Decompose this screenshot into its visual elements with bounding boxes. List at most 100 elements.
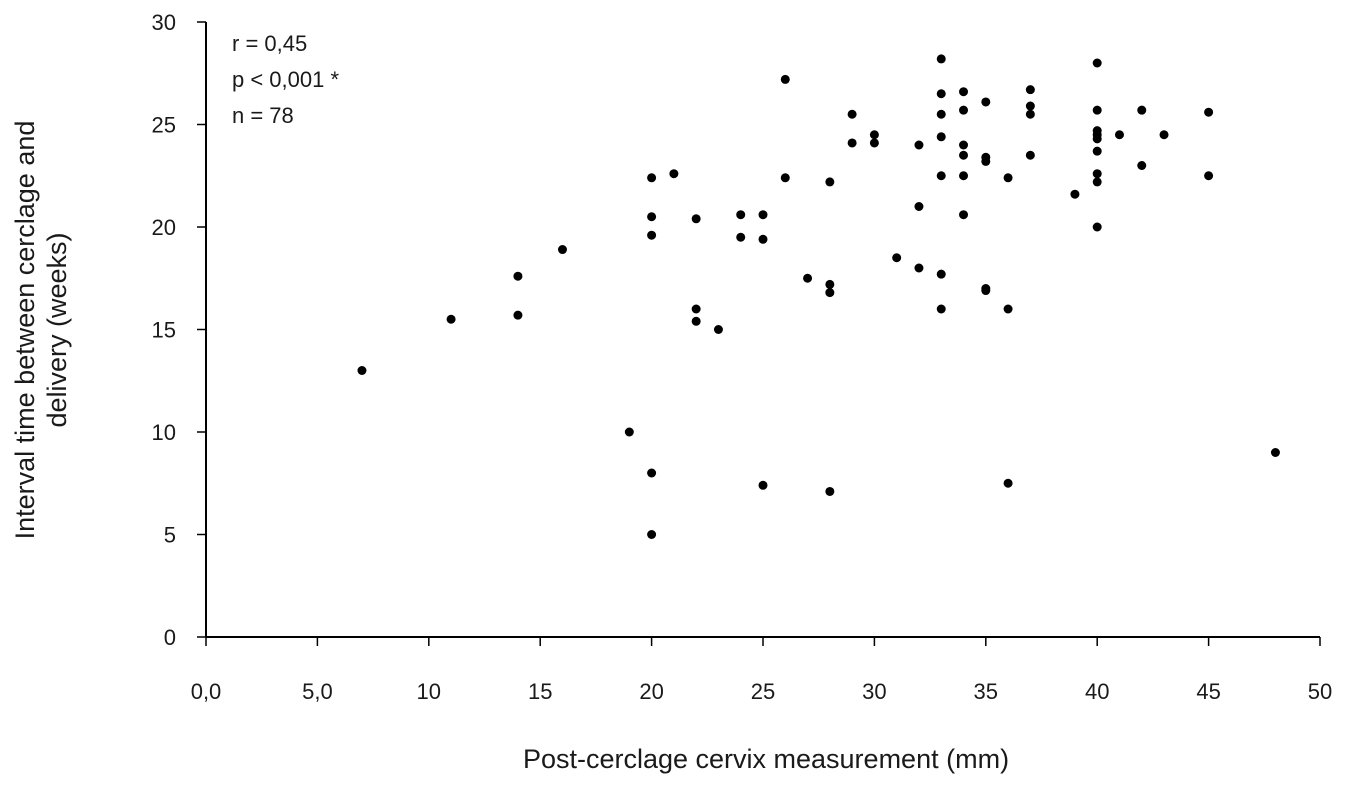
data-point bbox=[981, 286, 991, 296]
data-point bbox=[1092, 177, 1102, 187]
data-point bbox=[557, 245, 567, 255]
data-point bbox=[1003, 173, 1013, 183]
data-point bbox=[1025, 109, 1035, 119]
data-point bbox=[1204, 107, 1214, 117]
data-point bbox=[1204, 171, 1214, 181]
data-point bbox=[869, 130, 879, 140]
data-point bbox=[1137, 105, 1147, 115]
data-point bbox=[1092, 222, 1102, 232]
data-point bbox=[446, 314, 456, 324]
data-point bbox=[1003, 478, 1013, 488]
data-point bbox=[758, 234, 768, 244]
data-point bbox=[780, 74, 790, 84]
data-point bbox=[1159, 130, 1169, 140]
data-point bbox=[691, 316, 701, 326]
x-tick-label: 20 bbox=[639, 679, 663, 704]
data-point bbox=[959, 210, 969, 220]
x-tick-label: 30 bbox=[862, 679, 886, 704]
data-point bbox=[959, 171, 969, 181]
y-axis-title-line-2: delivery (weeks) bbox=[42, 232, 72, 427]
data-point bbox=[1092, 58, 1102, 68]
y-tick-label: 30 bbox=[152, 10, 176, 35]
data-point bbox=[936, 269, 946, 279]
data-point bbox=[825, 279, 835, 289]
data-point bbox=[647, 212, 657, 222]
data-point bbox=[647, 230, 657, 240]
data-point bbox=[691, 304, 701, 314]
data-point bbox=[914, 263, 924, 273]
data-point bbox=[914, 140, 924, 150]
annotation-r: r = 0,45 bbox=[232, 31, 307, 56]
data-point bbox=[869, 138, 879, 148]
data-point bbox=[936, 132, 946, 142]
data-point bbox=[1070, 189, 1080, 199]
data-point bbox=[1114, 130, 1124, 140]
tick-group: 0,0 5,0 10 15 20 25 30 35 40 45 50 0 5 10 15 20 25 30 bbox=[152, 10, 1333, 704]
data-point bbox=[825, 177, 835, 187]
data-point bbox=[981, 97, 991, 107]
data-point bbox=[780, 173, 790, 183]
data-point bbox=[1137, 161, 1147, 170]
data-point bbox=[1270, 448, 1280, 457]
y-axis-title: Interval time between cerclage and deliv… bbox=[10, 121, 72, 540]
data-point bbox=[959, 140, 969, 150]
data-point bbox=[936, 304, 946, 314]
y-tick-label: 20 bbox=[152, 215, 176, 240]
x-tick-label: 5,0 bbox=[302, 679, 333, 704]
data-point bbox=[892, 253, 902, 263]
y-tick-label: 10 bbox=[152, 420, 176, 445]
data-point bbox=[936, 89, 946, 99]
annotation-p: p < 0,001 * bbox=[232, 67, 339, 92]
data-point bbox=[758, 210, 768, 220]
data-point bbox=[513, 310, 523, 320]
data-point bbox=[936, 109, 946, 119]
data-point bbox=[1092, 134, 1102, 144]
y-tick-label: 0 bbox=[164, 625, 176, 650]
data-point bbox=[647, 468, 657, 478]
data-point bbox=[647, 173, 657, 183]
data-point bbox=[669, 169, 679, 179]
data-point bbox=[1092, 146, 1102, 156]
data-point bbox=[758, 480, 768, 490]
data-points bbox=[357, 54, 1280, 539]
y-tick-label: 15 bbox=[152, 318, 176, 343]
data-point bbox=[357, 366, 367, 375]
x-tick-label: 15 bbox=[528, 679, 552, 704]
data-point bbox=[1025, 101, 1035, 111]
y-tick-label: 5 bbox=[164, 523, 176, 548]
data-point bbox=[981, 156, 991, 166]
data-point bbox=[736, 232, 746, 242]
data-point bbox=[825, 486, 835, 496]
x-tick-label: 25 bbox=[751, 679, 775, 704]
data-point bbox=[513, 271, 523, 281]
data-point bbox=[847, 109, 857, 119]
data-point bbox=[691, 214, 701, 224]
data-point bbox=[914, 202, 924, 211]
data-point bbox=[959, 150, 969, 160]
data-point bbox=[936, 54, 946, 64]
annotation-n: n = 78 bbox=[232, 103, 294, 128]
x-tick-label: 35 bbox=[974, 679, 998, 704]
data-point bbox=[736, 210, 746, 220]
y-axis-title-line-1: Interval time between cerclage and bbox=[10, 121, 40, 540]
data-point bbox=[624, 427, 634, 437]
data-point bbox=[713, 325, 723, 334]
x-tick-label: 10 bbox=[417, 679, 441, 704]
data-point bbox=[936, 171, 946, 181]
data-point bbox=[647, 530, 657, 539]
data-point bbox=[1003, 304, 1013, 314]
data-point bbox=[847, 138, 857, 148]
data-point bbox=[1092, 105, 1102, 115]
data-point bbox=[959, 105, 969, 115]
data-point bbox=[803, 273, 813, 283]
x-tick-label: 45 bbox=[1196, 679, 1220, 704]
x-tick-label: 40 bbox=[1085, 679, 1109, 704]
x-tick-label: 0,0 bbox=[191, 679, 222, 704]
data-point bbox=[1025, 150, 1035, 160]
data-point bbox=[1025, 85, 1035, 95]
y-tick-label: 25 bbox=[152, 113, 176, 138]
x-tick-label: 50 bbox=[1308, 679, 1332, 704]
data-point bbox=[959, 87, 969, 97]
